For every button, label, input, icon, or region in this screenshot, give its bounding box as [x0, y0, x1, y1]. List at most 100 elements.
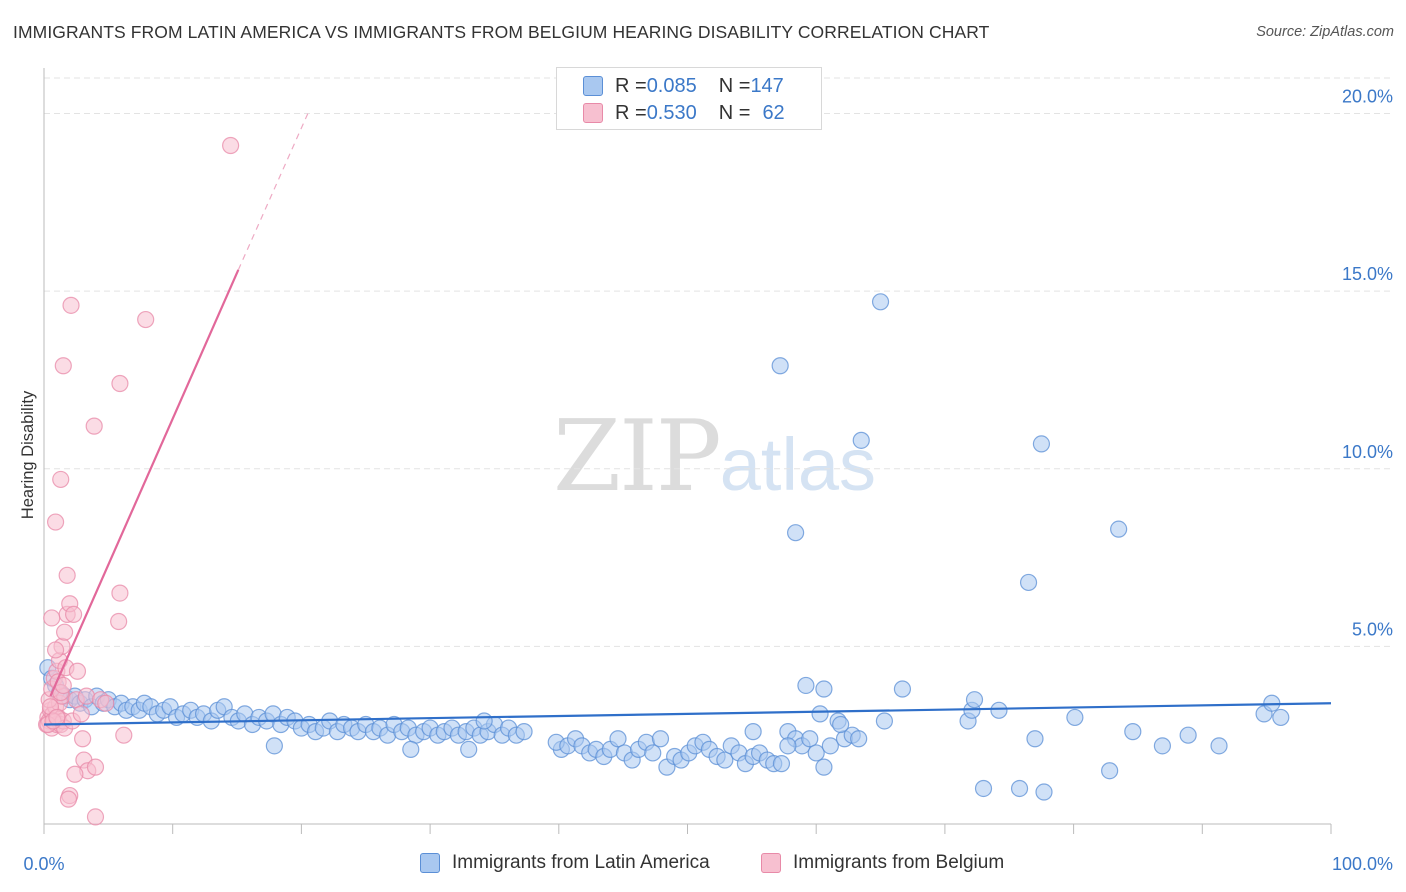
latin-america-point	[1272, 708, 1290, 727]
latin-america-point	[265, 737, 283, 755]
latin-america-point	[609, 730, 627, 748]
latin-america-point	[815, 680, 833, 698]
latin-america-point	[832, 715, 850, 734]
latin-america-point	[716, 751, 734, 769]
latin-america-point	[974, 779, 993, 798]
belgium-point	[46, 641, 65, 659]
latin-america-trendline	[43, 702, 1332, 726]
belgium-point	[52, 470, 70, 489]
latin-america-point	[1066, 708, 1084, 727]
latin-america-point	[815, 758, 833, 776]
belgium-point	[68, 662, 87, 680]
belgium-point	[59, 790, 78, 808]
x-tick-label-max: 100.0%	[1332, 854, 1393, 874]
latin-america-point	[475, 712, 493, 730]
n-value: 147	[750, 74, 784, 97]
latin-america-point	[1124, 723, 1142, 741]
belgium-point	[74, 730, 92, 748]
belgium-point	[97, 694, 115, 712]
latin-america-point	[811, 705, 829, 723]
latin-america-point	[644, 744, 662, 762]
y-tick-label: 20.0%	[1342, 87, 1393, 107]
latin-america-point	[1010, 779, 1029, 798]
latin-america-point	[779, 737, 797, 755]
latin-america-point	[801, 730, 819, 748]
r-value: 0.530	[646, 101, 697, 124]
belgium-point	[66, 765, 84, 783]
y-tick-label: 15.0%	[1342, 264, 1393, 284]
zipatlas-watermark: ZIPatlas	[553, 400, 876, 514]
belgium-point	[85, 417, 103, 435]
belgium-point	[111, 374, 129, 393]
belgium-point	[43, 609, 61, 627]
latin-america-point	[1210, 737, 1228, 755]
latin-america-point	[651, 730, 670, 748]
latin-america-point	[1110, 520, 1128, 538]
stats-row-belgium: R = 0.530 N = 62	[583, 100, 785, 126]
latin-america-point	[875, 712, 894, 730]
latin-america-point	[1019, 573, 1038, 592]
belgium-point	[55, 623, 74, 641]
r-label: R =	[615, 101, 647, 124]
latin-america-point	[1101, 762, 1119, 780]
chart-title: IMMIGRANTS FROM LATIN AMERICA VS IMMIGRA…	[13, 22, 990, 42]
latin-america-point	[1153, 737, 1172, 755]
belgium-point	[65, 605, 83, 624]
latin-america-legend-swatch	[420, 853, 440, 873]
belgium-point	[137, 310, 155, 329]
belgium-point	[54, 357, 72, 375]
r-value: 0.085	[646, 74, 697, 97]
latin-america-point	[1026, 730, 1044, 748]
latin-america-point	[821, 737, 839, 755]
belgium-point	[86, 808, 105, 826]
belgium-point	[110, 612, 128, 631]
series-legend: Immigrants from Latin America Immigrants…	[0, 852, 1406, 878]
latin-america-point	[797, 676, 815, 695]
latin-america-point	[1035, 783, 1053, 801]
belgium-point	[86, 758, 105, 776]
watermark-zip: ZIP	[553, 400, 722, 514]
latin-america-point	[402, 740, 420, 759]
belgium-trendline-extension	[237, 113, 309, 271]
belgium-point	[77, 687, 96, 705]
stats-legend: R = 0.085 N = 147 R = 0.530 N = 62	[556, 67, 822, 130]
latin-america-point	[871, 293, 890, 311]
stats-row-latin-america: R = 0.085 N = 147	[583, 73, 784, 99]
y-tick-label: 5.0%	[1352, 619, 1393, 639]
n-value: 62	[762, 101, 785, 124]
latin-america-point	[515, 723, 533, 741]
latin-america-point	[771, 357, 789, 375]
latin-america-point	[1032, 435, 1051, 453]
y-tick-label: 10.0%	[1342, 442, 1393, 462]
x-tick-label-min: 0.0%	[23, 854, 64, 874]
belgium-point	[72, 705, 90, 723]
latin-america-point	[990, 701, 1008, 719]
latin-america-swatch	[583, 76, 603, 96]
legend-item-belgium[interactable]: Immigrants from Belgium	[761, 852, 1004, 874]
latin-america-point	[807, 744, 825, 762]
latin-america-point	[850, 730, 868, 748]
latin-america-point	[852, 431, 870, 449]
belgium-point	[115, 726, 133, 744]
belgium-point	[222, 136, 240, 155]
belgium-point	[48, 708, 66, 727]
legend-item-latin-america[interactable]: Immigrants from Latin America	[420, 852, 710, 874]
belgium-point	[62, 296, 80, 314]
watermark-atlas: atlas	[719, 423, 877, 506]
legend-label-latin-america: Immigrants from Latin America	[452, 852, 710, 873]
latin-america-point	[772, 755, 791, 773]
belgium-swatch	[583, 103, 603, 123]
latin-america-point	[1179, 726, 1197, 744]
latin-america-point	[965, 691, 984, 709]
n-label: N =	[718, 101, 751, 124]
legend-label-belgium: Immigrants from Belgium	[793, 852, 1005, 873]
belgium-point	[46, 513, 65, 531]
chart-source: Source: ZipAtlas.com	[1256, 24, 1394, 40]
r-label: R =	[615, 74, 647, 97]
latin-america-point	[460, 740, 478, 759]
latin-america-point	[893, 680, 912, 698]
belgium-legend-swatch	[761, 853, 781, 873]
n-label: N =	[718, 74, 751, 97]
belgium-trendline	[49, 269, 240, 697]
